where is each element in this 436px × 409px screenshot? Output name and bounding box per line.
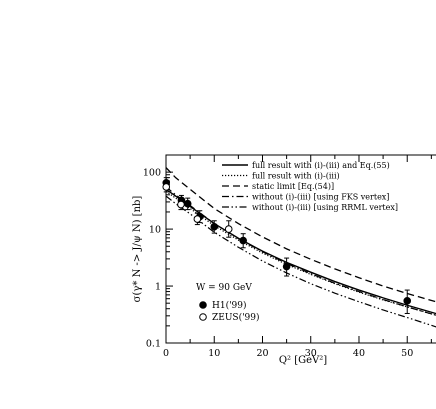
legend-label-1: full result with (i)-(iii) and Eq.(55) (252, 161, 390, 170)
x-tick-label: 20 (256, 348, 268, 359)
h1-data-point (183, 199, 192, 208)
legend-label-2: full result with (i)-(iii) (252, 172, 340, 181)
y-axis-title: σ(γ* N -> J/ψ N) [nb] (132, 196, 143, 303)
x-tick-label: 50 (401, 348, 413, 359)
h1-legend-label: H1('99) (212, 300, 247, 311)
x-axis-title: Q² [GeV²] (279, 355, 327, 366)
legend-label-4: without (i)-(iii) [using FKS vertex] (252, 193, 389, 202)
zeus-legend-marker (199, 313, 207, 321)
h1-data-point (210, 222, 219, 231)
zeus-data-point (162, 183, 171, 191)
h1-data-point (282, 262, 291, 271)
y-tick-label: 1 (155, 282, 161, 293)
legend-label-3: static limit [Eq.(54)] (252, 182, 334, 191)
zeus-legend-label: ZEUS('99) (212, 312, 260, 323)
x-tick-label: 30 (305, 348, 317, 359)
plot-frame (165, 154, 436, 344)
h1-data-point (239, 236, 247, 245)
x-tick-label: 10 (208, 348, 220, 359)
h1-legend-marker (199, 301, 207, 309)
y-tick-label: 0.1 (146, 339, 161, 350)
energy-annotation: W = 90 GeV (196, 283, 252, 293)
marker-legend: H1('99)ZEUS('99) (199, 300, 260, 323)
legend: full result with (i)-(iii) and Eq.(55) fu… (222, 161, 398, 212)
y-tick-label: 10 (149, 225, 161, 236)
x-tick-labels: 0 10 20 30 40 50 (163, 348, 413, 359)
h1-data-point (403, 297, 412, 305)
axis-ticks (165, 154, 432, 344)
series-line-3 (166, 167, 436, 303)
x-tick-label: 40 (353, 348, 365, 359)
y-tick-labels: 0.1 1 10 100 (143, 168, 161, 350)
data-points (162, 177, 412, 314)
x-tick-label: 0 (163, 348, 169, 359)
zeus-data-point (193, 215, 202, 223)
series-line-5 (166, 195, 436, 328)
y-tick-label: 100 (143, 168, 161, 179)
zeus-data-point (177, 200, 185, 209)
zeus-data-point (224, 225, 233, 233)
legend-label-5: without (i)-(iii) [using RRML vertex] (252, 203, 398, 212)
